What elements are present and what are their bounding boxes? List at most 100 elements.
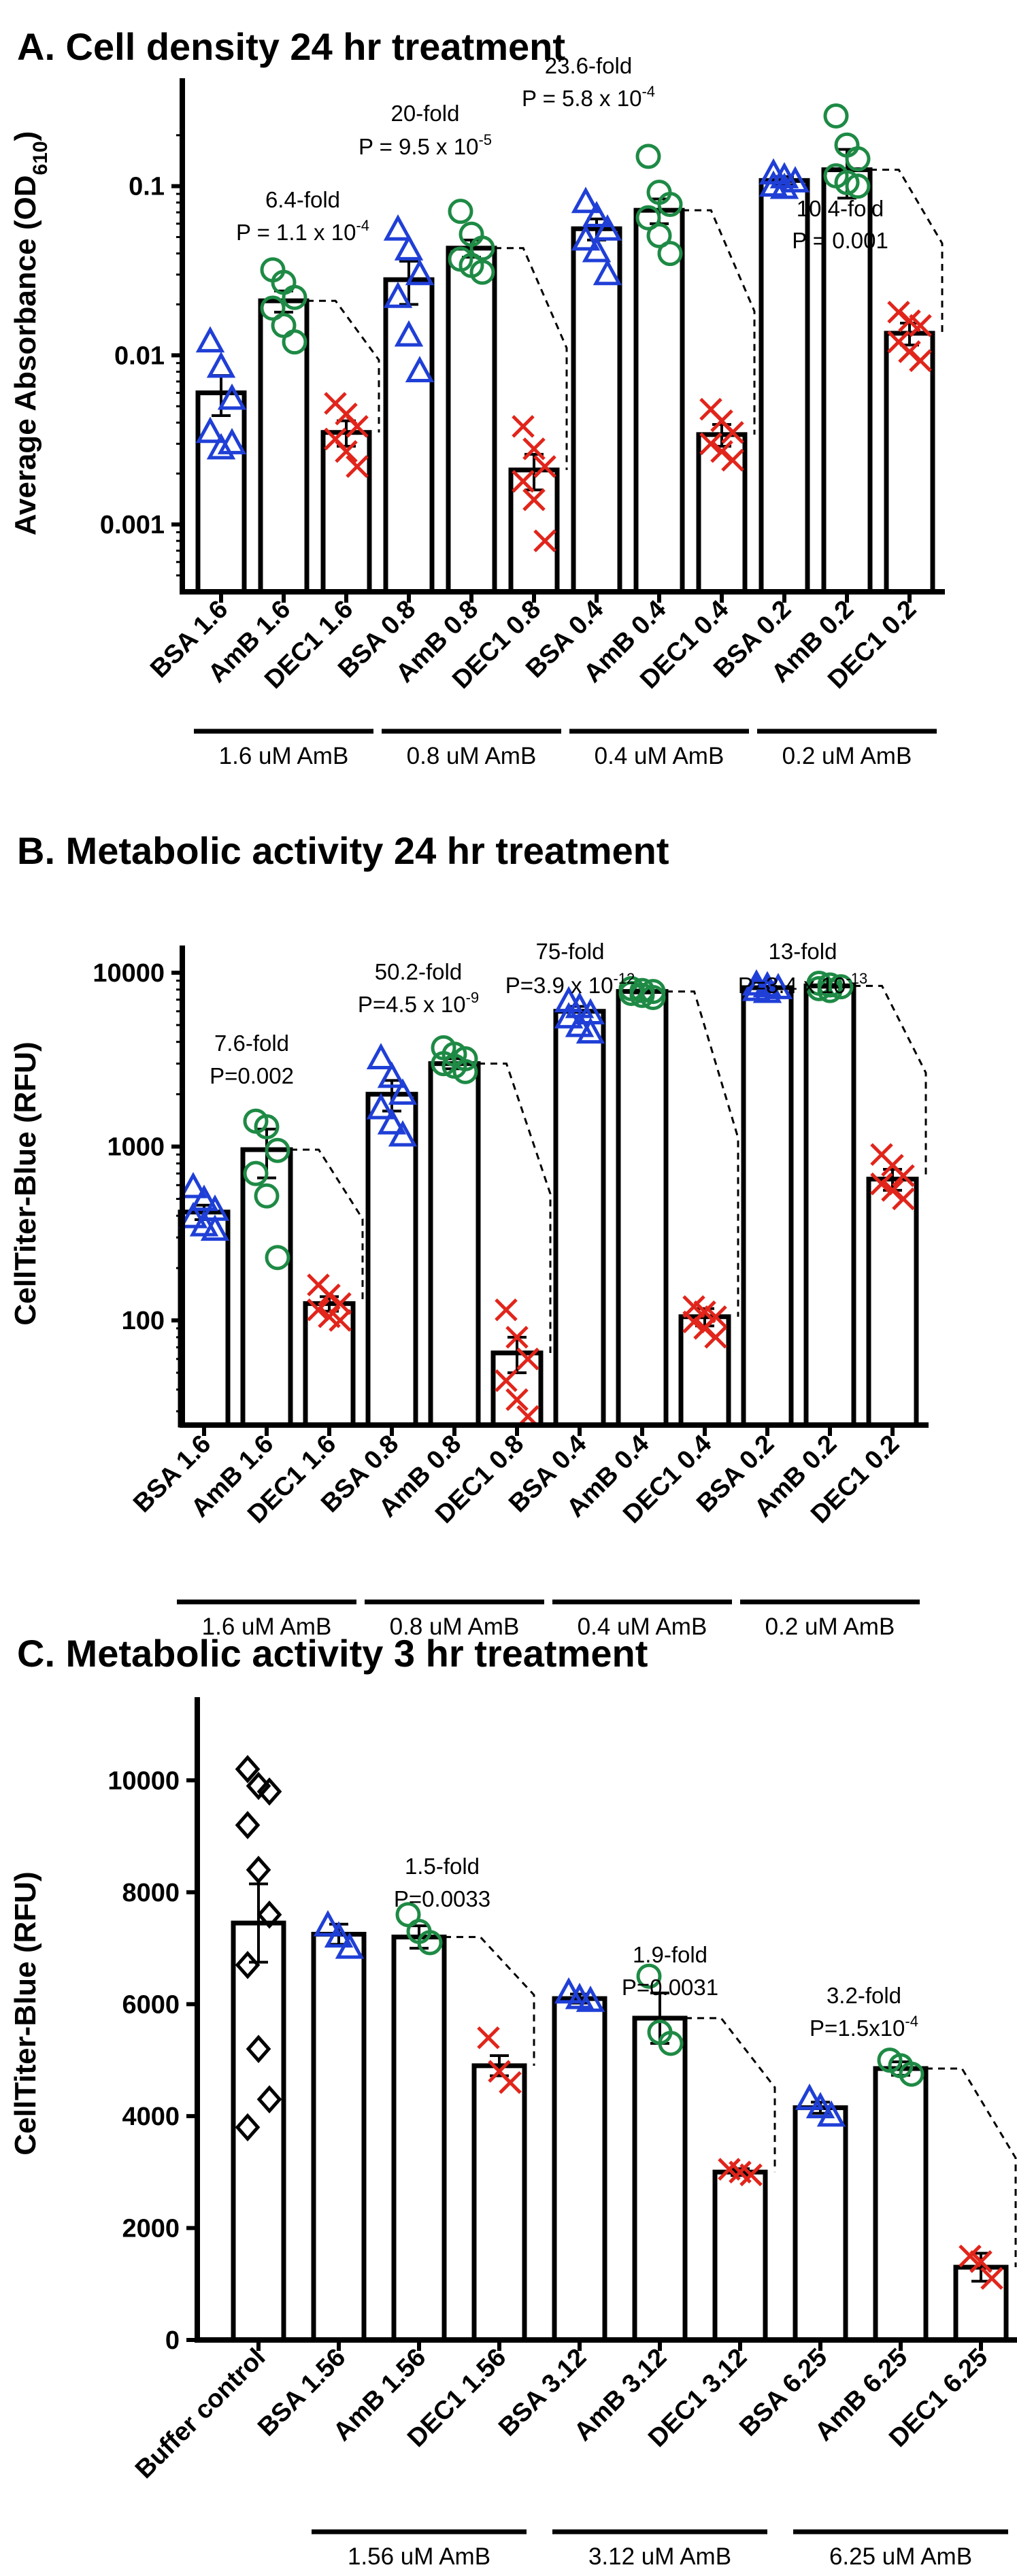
data-point-3-1 xyxy=(377,1061,407,1088)
data-point-4-2 xyxy=(469,235,495,261)
fold-change-label: 23.6-fold xyxy=(545,53,632,78)
data-point-4-3 xyxy=(431,1051,456,1077)
p-value-text: P=0.0033 xyxy=(394,1886,490,1911)
bar-2 xyxy=(320,430,372,595)
data-point-0-1 xyxy=(206,351,236,378)
data-point-0-0 xyxy=(178,1171,208,1199)
data-point-1-2 xyxy=(335,1932,365,1959)
data-point-1-2 xyxy=(282,284,307,310)
data-point-4-2 xyxy=(576,1986,605,2012)
comparison-bracket-2 xyxy=(682,209,756,435)
p-value-text: P=0.0031 xyxy=(622,1975,718,2000)
data-point-11-2 xyxy=(909,314,932,337)
data-point-0-3 xyxy=(195,416,225,444)
group-label: 0.8 uM AmB xyxy=(407,743,537,769)
data-point-3-0 xyxy=(383,214,413,241)
data-point-3-1 xyxy=(394,234,424,261)
p-value-label: P = 9.5 x 10-5 xyxy=(359,131,492,159)
comparison-bracket-1 xyxy=(685,2017,776,2173)
p-value-text: P = 9.5 x 10 xyxy=(359,134,478,159)
bar-0 xyxy=(178,1209,231,1428)
bar-7 xyxy=(616,989,669,1428)
data-point-4-5 xyxy=(469,259,495,285)
p-value-text: P = 1.1 x 10 xyxy=(236,220,356,245)
data-point-0-3 xyxy=(235,1811,261,1839)
data-point-11-5 xyxy=(909,349,932,372)
data-point-8-3 xyxy=(682,1310,705,1334)
data-point-0-2 xyxy=(256,1777,282,1806)
data-point-0-6 xyxy=(235,1950,261,1979)
data-point-6-5 xyxy=(593,258,622,286)
p-value-label: P=0.002 xyxy=(210,1063,294,1088)
data-point-2-3 xyxy=(307,1298,330,1322)
comparison-bracket-3 xyxy=(854,984,927,1180)
comparison-bracket-0 xyxy=(307,299,380,433)
comparison-bracket-0 xyxy=(290,1148,364,1304)
group-label: 0.4 uM AmB xyxy=(595,743,724,769)
data-point-2-4 xyxy=(335,439,358,463)
fold-change-label: 6.4-fold xyxy=(265,187,340,212)
data-point-9-4 xyxy=(769,172,799,199)
p-value-exponent: -4 xyxy=(905,2013,918,2030)
y-tick-label: 0.001 xyxy=(100,511,165,539)
data-point-0-5 xyxy=(200,1214,230,1241)
data-point-3-0 xyxy=(477,2026,500,2050)
data-point-3-3 xyxy=(366,1092,396,1120)
data-point-1-3 xyxy=(260,295,286,321)
data-point-2-2 xyxy=(417,1930,443,1956)
data-point-1-5 xyxy=(265,1245,290,1271)
data-point-7-5 xyxy=(640,984,666,1010)
data-point-3-2 xyxy=(405,258,435,286)
data-point-0-5 xyxy=(217,428,247,454)
chart-panel-c: C. Metabolic activity 3 hr treatment Cell… xyxy=(9,1632,1017,2570)
bar-10 xyxy=(821,167,873,595)
data-point-5-1 xyxy=(522,437,546,461)
data-point-0-4 xyxy=(246,1856,271,1884)
data-point-5-2 xyxy=(533,455,556,478)
bar-8 xyxy=(873,2066,929,2343)
p-value-label: P = 0.001 xyxy=(792,228,888,253)
y-axis-label-text: CellTiter-Blue (RFU) xyxy=(9,1041,42,1325)
comparison-bracket-1 xyxy=(495,247,568,470)
y-axis-label: CellTiter-Blue (RFU) xyxy=(9,1871,42,2155)
data-point-10-2 xyxy=(845,146,871,172)
data-point-1-4 xyxy=(254,1183,280,1209)
bar-5 xyxy=(632,2015,688,2343)
data-point-6-4 xyxy=(565,1010,595,1037)
bar-11 xyxy=(866,1176,919,1428)
p-value-exponent: -12 xyxy=(613,970,635,987)
fold-change-label: 20-fold xyxy=(391,101,460,126)
bar-0 xyxy=(195,390,247,595)
data-point-7-4 xyxy=(646,222,672,248)
data-point-10-0 xyxy=(823,103,849,129)
data-point-1-1 xyxy=(324,1921,354,1948)
data-point-4-0 xyxy=(448,199,473,224)
data-point-9-1 xyxy=(969,2250,993,2273)
data-point-9-4 xyxy=(752,976,782,1003)
group-label: 0.8 uM AmB xyxy=(390,1613,520,1640)
p-value-label: P=4.5 x 10-9 xyxy=(358,989,479,1017)
y-axis-label: Average Absorbance (OD610) xyxy=(9,131,52,536)
p-value-text: P=1.5x10 xyxy=(810,2015,905,2041)
bar-1 xyxy=(311,1932,367,2343)
bar-6 xyxy=(553,1009,606,1428)
data-point-5-1 xyxy=(505,1326,529,1349)
data-point-5-0 xyxy=(495,1298,518,1322)
data-point-2-2 xyxy=(346,415,369,438)
data-point-5-3 xyxy=(512,469,535,493)
data-point-1-3 xyxy=(243,1160,269,1186)
data-point-6-0 xyxy=(571,186,601,214)
y-axis-label-subscript: 610 xyxy=(29,141,52,175)
data-point-6-1 xyxy=(582,201,612,228)
group-label: 1.6 uM AmB xyxy=(219,743,349,769)
p-value-text: P = 0.001 xyxy=(792,228,888,253)
fold-change-label: 1.5-fold xyxy=(405,1854,480,1879)
data-point-7-5 xyxy=(657,241,683,267)
data-point-9-0 xyxy=(958,2244,982,2268)
bar-4 xyxy=(552,1996,607,2343)
data-point-5-2 xyxy=(516,1348,539,1371)
y-axis-label-text: CellTiter-Blue (RFU) xyxy=(9,1871,42,2155)
p-value-label: P=0.0033 xyxy=(394,1886,490,1911)
p-value-text: P=0.002 xyxy=(210,1063,294,1088)
data-point-5-4 xyxy=(522,488,546,512)
